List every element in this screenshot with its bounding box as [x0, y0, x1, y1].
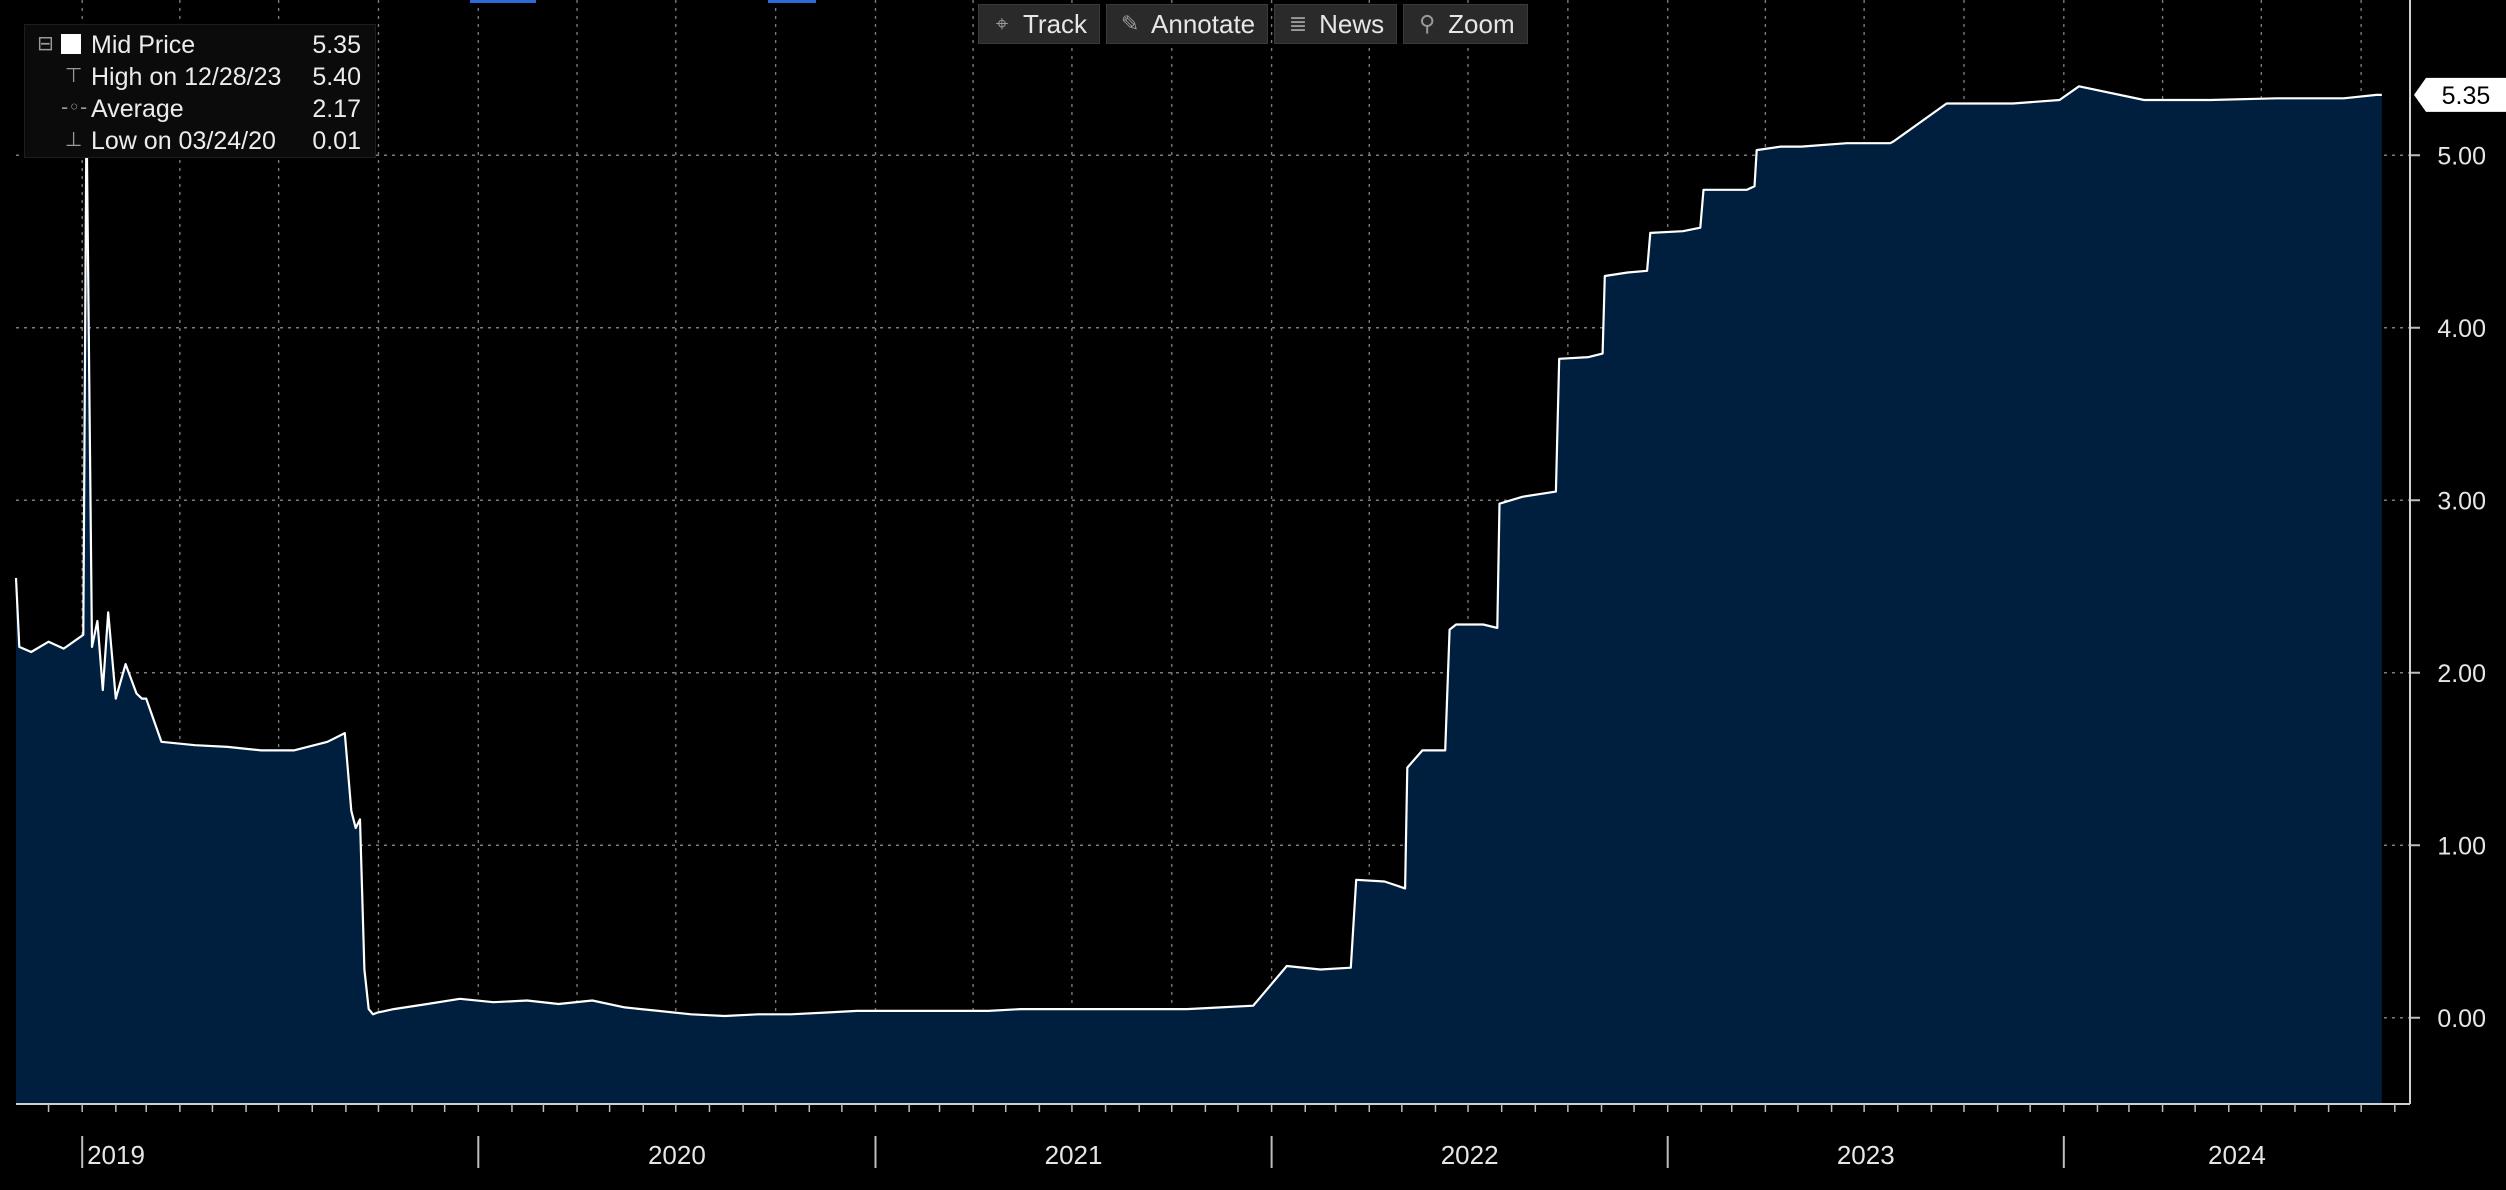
x-tick-label: 2020 — [648, 1140, 706, 1170]
zoom-button[interactable]: ⚲ Zoom — [1403, 4, 1528, 44]
y-tick-label: 4.00 — [2437, 315, 2486, 343]
track-button[interactable]: ⌖ Track — [978, 4, 1101, 44]
top-tab-indicator — [768, 0, 816, 3]
x-tick-label: 2021 — [1045, 1140, 1103, 1170]
news-label: News — [1319, 8, 1385, 39]
chart-toolbar: ⌖ Track ✎ Annotate ≣ News ⚲ Zoom — [978, 4, 1528, 46]
last-price-value: 5.35 — [2442, 82, 2491, 110]
top-tab-indicator — [470, 0, 536, 3]
track-label: Track — [1023, 8, 1088, 39]
axis-labels: 0.00 1.00 2.00 3.00 4.00 5.00 2019 2020 2021 2022… — [87, 77, 2506, 1170]
series-swatch — [61, 34, 81, 54]
collapse-icon[interactable]: ⊟ — [37, 31, 54, 55]
chart-axes — [16, 0, 2420, 1168]
y-tick-label: 0.00 — [2437, 1005, 2486, 1033]
legend-row-low: ⊥ Low on 03/24/20 0.01 — [25, 125, 375, 157]
y-tick-label: 3.00 — [2437, 487, 2486, 515]
magnifier-icon: ⚲ — [1419, 11, 1436, 37]
series-area-mid-price — [16, 86, 2382, 1105]
last-price-tag: 5.35 — [2414, 77, 2506, 112]
x-tick-label: 2024 — [2208, 1140, 2266, 1170]
average-marker-icon: -◦- — [61, 95, 88, 119]
y-tick-label: 2.00 — [2437, 660, 2486, 688]
crosshair-icon: ⌖ — [995, 11, 1009, 37]
legend-value: 5.35 — [312, 31, 361, 59]
x-tick-label: 2023 — [1837, 1140, 1895, 1170]
y-tick-label: 1.00 — [2437, 832, 2486, 860]
legend-value: 5.40 — [312, 63, 361, 91]
legend-value: 0.01 — [312, 127, 361, 155]
legend-row-mid-price[interactable]: ⊟ Mid Price 5.35 — [25, 29, 375, 61]
legend-row-high: ⊤ High on 12/28/23 5.40 — [25, 61, 375, 93]
news-button[interactable]: ≣ News — [1274, 4, 1398, 44]
chart-legend: ⊟ Mid Price 5.35 ⊤ High on 12/28/23 5.40… — [24, 24, 376, 158]
legend-label: Low on 03/24/20 — [91, 127, 276, 155]
x-tick-label: 2019 — [87, 1140, 145, 1170]
legend-label: Mid Price — [91, 31, 196, 59]
annotate-button[interactable]: ✎ Annotate — [1106, 4, 1269, 44]
pencil-icon: ✎ — [1120, 11, 1140, 37]
x-tick-label: 2022 — [1441, 1140, 1499, 1170]
news-icon: ≣ — [1288, 11, 1308, 37]
series-line-mid-price — [14, 85, 2382, 1018]
legend-row-average: -◦- Average 2.17 — [25, 93, 375, 125]
legend-value: 2.17 — [312, 95, 361, 123]
y-tick-label: 5.00 — [2437, 142, 2486, 170]
low-marker-icon: ⊥ — [65, 127, 83, 151]
legend-label: Average — [91, 95, 184, 123]
high-marker-icon: ⊤ — [65, 63, 83, 87]
zoom-label: Zoom — [1448, 8, 1515, 39]
legend-label: High on 12/28/23 — [91, 63, 282, 91]
last-price-tag-bg — [2414, 77, 2506, 112]
annotate-label: Annotate — [1151, 8, 1256, 39]
